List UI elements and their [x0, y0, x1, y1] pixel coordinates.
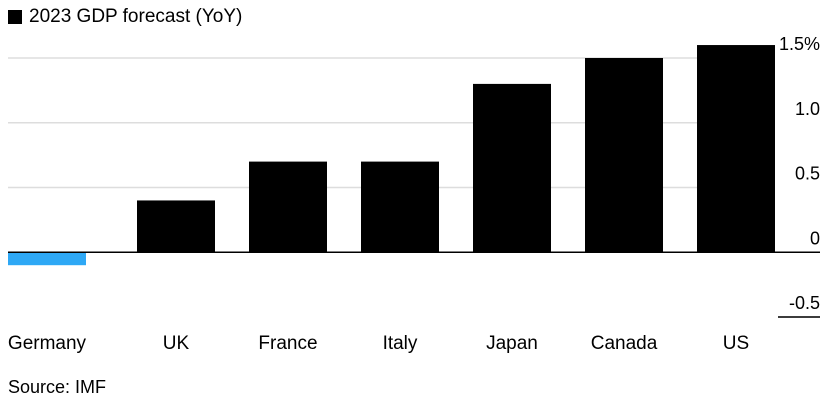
x-tick-label: Italy	[383, 333, 418, 354]
legend-label: 2023 GDP forecast (YoY)	[29, 6, 243, 27]
legend-swatch	[8, 10, 22, 24]
bar-france	[249, 161, 327, 253]
bar-uk	[137, 200, 215, 253]
source-note: Source: IMF	[8, 377, 107, 397]
y-tick-label: 1.5%	[779, 34, 820, 54]
y-tick-label: 1.0	[795, 99, 820, 119]
x-tick-label: Canada	[591, 333, 658, 354]
bar-japan	[473, 83, 551, 253]
x-tick-label: France	[258, 333, 317, 354]
y-tick-label: 0.5	[795, 164, 820, 184]
bar-canada	[585, 58, 663, 253]
x-tick-label: US	[723, 333, 749, 354]
chart-legend: 2023 GDP forecast (YoY)	[8, 6, 242, 28]
y-tick-label: 0	[810, 228, 820, 248]
x-tick-label: UK	[163, 333, 190, 354]
x-tick-label: Japan	[486, 333, 538, 354]
y-tick-label: -0.5	[789, 293, 820, 313]
x-tick-label: Germany	[8, 333, 87, 354]
bar-italy	[361, 161, 439, 253]
bar-us	[697, 45, 775, 253]
bar-germany	[8, 252, 86, 266]
